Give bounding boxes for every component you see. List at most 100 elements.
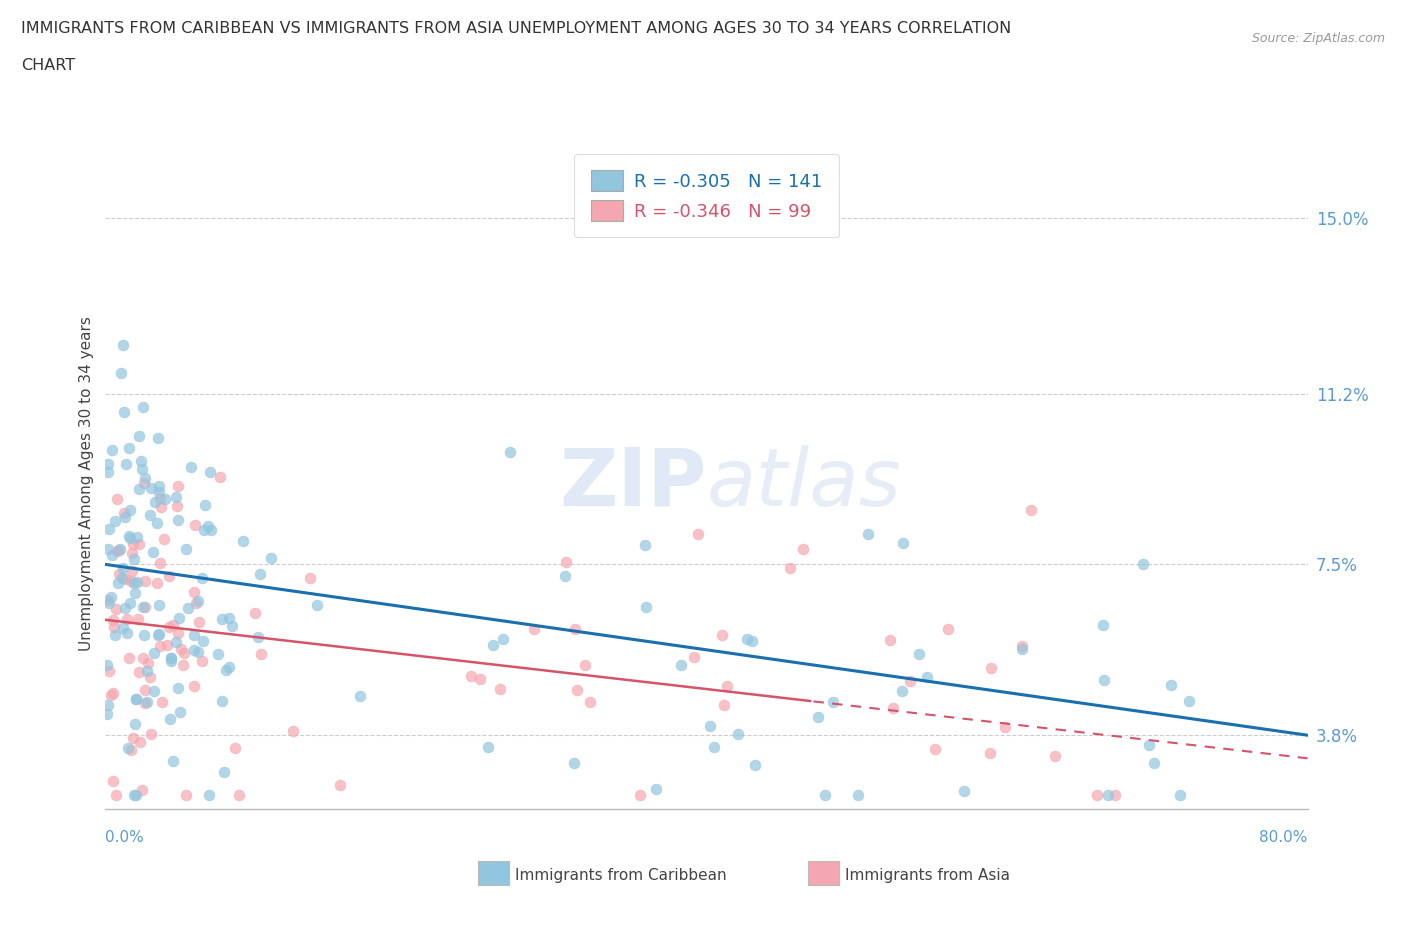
Point bbox=[846, 788, 869, 803]
Point bbox=[574, 658, 596, 673]
Point bbox=[565, 683, 588, 698]
Point bbox=[100, 590, 122, 604]
Point bbox=[101, 443, 124, 458]
Point bbox=[209, 470, 232, 485]
Point bbox=[245, 605, 267, 620]
Point bbox=[139, 670, 162, 684]
Point bbox=[141, 480, 163, 495]
Point bbox=[218, 610, 240, 625]
Point bbox=[148, 627, 170, 642]
Point bbox=[579, 694, 602, 709]
Point bbox=[142, 544, 165, 559]
Point bbox=[1092, 673, 1115, 688]
Point bbox=[498, 445, 520, 459]
Point bbox=[97, 541, 120, 556]
Point bbox=[118, 595, 141, 610]
Point bbox=[713, 698, 735, 712]
Point bbox=[134, 696, 156, 711]
Point bbox=[329, 777, 352, 792]
Point bbox=[882, 700, 904, 715]
Point bbox=[936, 622, 959, 637]
Point bbox=[1085, 788, 1108, 803]
Point bbox=[114, 509, 136, 524]
Point bbox=[183, 585, 205, 600]
Point bbox=[523, 622, 546, 637]
Point bbox=[807, 710, 830, 724]
Point bbox=[924, 741, 946, 756]
Point bbox=[149, 500, 172, 515]
Point bbox=[139, 508, 162, 523]
Point bbox=[145, 515, 167, 530]
Point bbox=[162, 753, 184, 768]
Point bbox=[166, 513, 188, 528]
Point bbox=[141, 727, 163, 742]
Point bbox=[136, 664, 159, 679]
Point bbox=[184, 518, 207, 533]
Point bbox=[128, 664, 150, 679]
Point bbox=[121, 545, 143, 560]
Point bbox=[134, 574, 156, 589]
Point bbox=[115, 457, 138, 472]
Point bbox=[169, 705, 191, 720]
Point bbox=[125, 788, 148, 803]
Point bbox=[952, 783, 974, 798]
Point bbox=[173, 646, 195, 661]
Point bbox=[183, 627, 205, 642]
Legend: R = -0.305   N = 141, R = -0.346   N = 99: R = -0.305 N = 141, R = -0.346 N = 99 bbox=[575, 154, 838, 237]
Point bbox=[703, 739, 725, 754]
Point bbox=[228, 788, 250, 803]
Point bbox=[134, 683, 156, 698]
Point bbox=[128, 735, 150, 750]
Point bbox=[669, 658, 692, 672]
Point bbox=[157, 620, 180, 635]
Point bbox=[250, 646, 273, 661]
Point bbox=[858, 527, 880, 542]
Point bbox=[898, 673, 921, 688]
Point bbox=[122, 537, 145, 551]
Point bbox=[112, 506, 135, 521]
Point bbox=[127, 529, 149, 544]
Point bbox=[686, 526, 709, 541]
Point bbox=[172, 658, 194, 672]
Point bbox=[131, 782, 153, 797]
Point bbox=[247, 629, 270, 644]
Point bbox=[136, 656, 159, 671]
Point bbox=[260, 551, 283, 565]
Point bbox=[114, 572, 136, 587]
Point bbox=[167, 626, 190, 641]
Point bbox=[118, 528, 141, 543]
Point bbox=[492, 631, 515, 646]
Point bbox=[994, 719, 1017, 734]
Point bbox=[555, 554, 578, 569]
Point bbox=[111, 570, 134, 585]
Point bbox=[823, 695, 845, 710]
Point bbox=[1143, 755, 1166, 770]
Point bbox=[1168, 788, 1191, 803]
Point bbox=[96, 465, 118, 480]
Point bbox=[890, 684, 912, 698]
Point bbox=[117, 741, 139, 756]
Point bbox=[191, 654, 214, 669]
Point bbox=[100, 548, 122, 563]
Point bbox=[215, 663, 238, 678]
Point bbox=[298, 570, 321, 585]
Point bbox=[741, 633, 763, 648]
Point bbox=[211, 612, 233, 627]
Point bbox=[128, 482, 150, 497]
Point bbox=[104, 601, 127, 616]
Point bbox=[1132, 557, 1154, 572]
Point bbox=[218, 659, 240, 674]
Point bbox=[153, 531, 176, 546]
Point bbox=[96, 707, 118, 722]
Point bbox=[1178, 693, 1201, 708]
Point bbox=[191, 633, 214, 648]
Point bbox=[460, 669, 482, 684]
Point bbox=[111, 620, 134, 635]
Point bbox=[118, 440, 141, 455]
Point bbox=[110, 366, 132, 381]
Point bbox=[142, 684, 165, 698]
Point bbox=[167, 611, 190, 626]
Point bbox=[128, 429, 150, 444]
Point bbox=[97, 664, 120, 679]
Point bbox=[120, 742, 142, 757]
